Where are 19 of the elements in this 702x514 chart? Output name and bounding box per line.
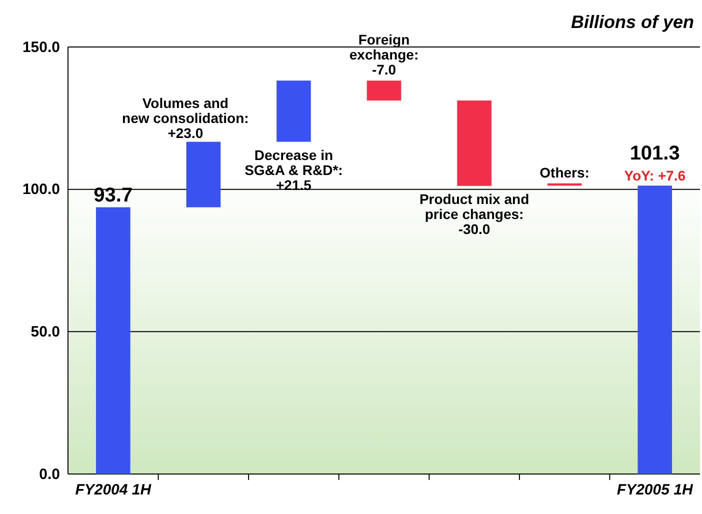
- annotation: YoY: +7.6: [624, 168, 686, 184]
- x-tick-label: FY2005 1H: [616, 482, 694, 499]
- data-label: Others:: [540, 164, 590, 180]
- data-label: Foreign exchange: -7.0: [349, 32, 419, 78]
- x-tick-label: FY2004 1H: [75, 482, 152, 499]
- data-label: 101.3: [630, 142, 680, 165]
- bar: [638, 186, 672, 474]
- y-tick-label: 150.0: [22, 38, 60, 56]
- data-label: Product mix and price changes: -30.0: [419, 190, 530, 237]
- bar: [366, 80, 402, 101]
- y-tick-label: 100.0: [22, 181, 60, 198]
- bar: [186, 142, 221, 208]
- y-tick-label: 50.0: [30, 323, 60, 340]
- bar: [457, 100, 492, 186]
- chart-title: Billions of yen: [570, 12, 694, 32]
- y-tick-label: 0.0: [39, 466, 60, 483]
- bar: [96, 207, 130, 474]
- bar: [276, 80, 311, 142]
- data-label: Volumes and new consolidation: +23.0: [122, 94, 249, 141]
